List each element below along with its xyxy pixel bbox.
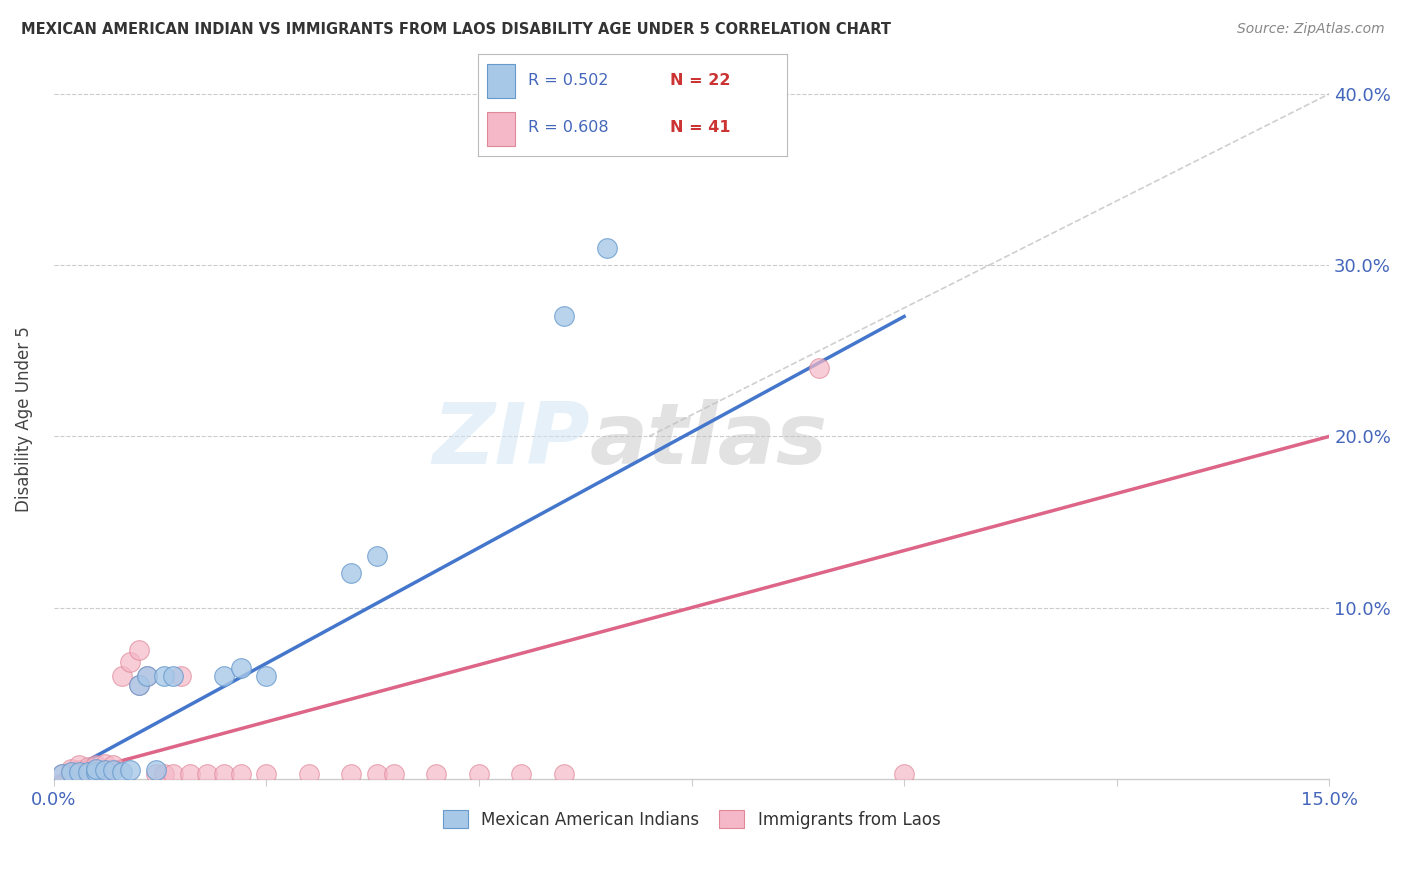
Point: [86, 766, 108, 780]
Text: MEXICAN AMERICAN INDIAN VS IMMIGRANTS FROM LAOS DISABILITY AGE UNDER 5 CORRELATI: MEXICAN AMERICAN INDIAN VS IMMIGRANTS FR…: [21, 22, 891, 37]
Point: [340, 766, 363, 780]
Text: atlas: atlas: [589, 400, 828, 483]
Point: [136, 669, 159, 683]
FancyBboxPatch shape: [488, 112, 515, 145]
Text: ZIP: ZIP: [432, 400, 589, 483]
Point: [59, 765, 82, 780]
Point: [111, 765, 134, 780]
Point: [595, 241, 617, 255]
Text: N = 22: N = 22: [669, 73, 730, 88]
Point: [162, 766, 184, 780]
Point: [94, 765, 117, 780]
Point: [179, 766, 201, 780]
Y-axis label: Disability Age Under 5: Disability Age Under 5: [15, 326, 32, 512]
Text: R = 0.502: R = 0.502: [527, 73, 607, 88]
Point: [145, 766, 167, 780]
Point: [120, 764, 142, 778]
Point: [86, 765, 108, 780]
Point: [128, 643, 150, 657]
Point: [94, 756, 117, 771]
Point: [120, 656, 142, 670]
Point: [76, 766, 98, 780]
Point: [76, 765, 98, 780]
Point: [128, 678, 150, 692]
Point: [153, 766, 176, 780]
Point: [67, 766, 90, 780]
Point: [425, 766, 447, 780]
Text: Source: ZipAtlas.com: Source: ZipAtlas.com: [1237, 22, 1385, 37]
Point: [67, 764, 90, 778]
Point: [111, 669, 134, 683]
Point: [59, 762, 82, 776]
Point: [153, 669, 176, 683]
Point: [51, 766, 73, 780]
Point: [808, 360, 831, 375]
Point: [145, 764, 167, 778]
Point: [103, 764, 125, 778]
Point: [59, 766, 82, 780]
Point: [103, 758, 125, 772]
Point: [128, 678, 150, 692]
Point: [510, 766, 533, 780]
Point: [298, 766, 321, 780]
Point: [86, 762, 108, 776]
Point: [229, 766, 252, 780]
Point: [162, 669, 184, 683]
Point: [76, 760, 98, 774]
Point: [67, 765, 90, 780]
Legend: Mexican American Indians, Immigrants from Laos: Mexican American Indians, Immigrants fro…: [436, 804, 948, 835]
Point: [553, 310, 575, 324]
Point: [254, 766, 277, 780]
Point: [340, 566, 363, 581]
Text: R = 0.608: R = 0.608: [527, 120, 609, 136]
Point: [212, 669, 235, 683]
Point: [468, 766, 491, 780]
Point: [212, 766, 235, 780]
Point: [893, 766, 915, 780]
Point: [366, 766, 388, 780]
Point: [366, 549, 388, 564]
Point: [382, 766, 405, 780]
Point: [86, 765, 108, 780]
Point: [51, 766, 73, 780]
Point: [254, 669, 277, 683]
Text: N = 41: N = 41: [669, 120, 730, 136]
Point: [229, 660, 252, 674]
Point: [59, 765, 82, 780]
Point: [86, 758, 108, 772]
Point: [170, 669, 193, 683]
Point: [195, 766, 218, 780]
FancyBboxPatch shape: [488, 64, 515, 97]
Point: [67, 765, 90, 780]
Point: [94, 764, 117, 778]
Point: [76, 764, 98, 778]
Point: [553, 766, 575, 780]
Point: [136, 669, 159, 683]
Point: [67, 758, 90, 772]
